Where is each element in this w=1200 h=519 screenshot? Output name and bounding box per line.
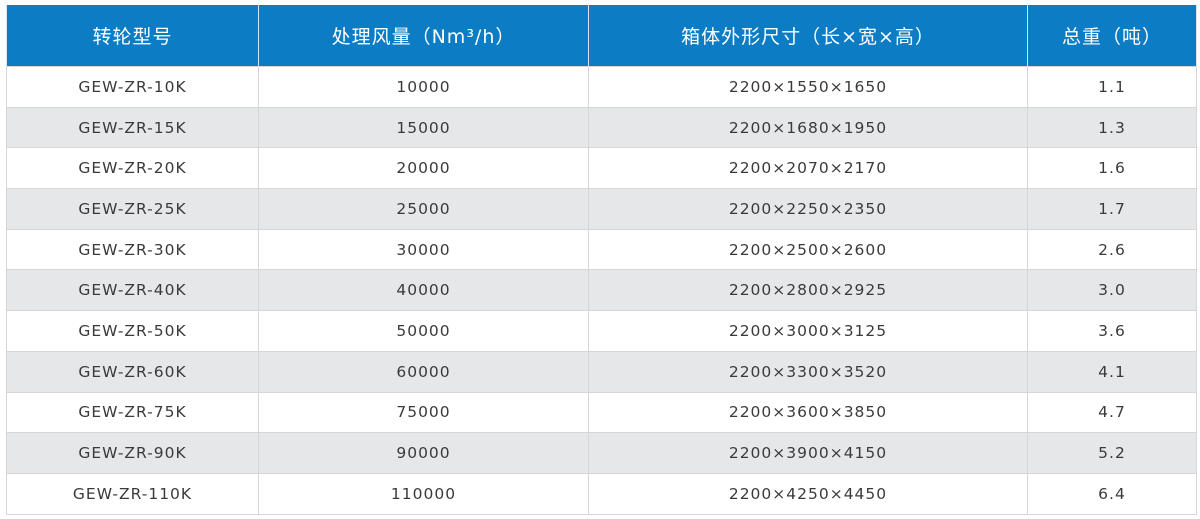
cell-airflow: 50000: [258, 310, 589, 352]
table-row: GEW-ZR-20K 20000 2200×2070×2170 1.6: [6, 147, 1197, 190]
cell-dimensions: 2200×3900×4150: [588, 432, 1028, 474]
cell-airflow: 60000: [258, 350, 589, 393]
cell-model: GEW-ZR-20K: [6, 147, 259, 190]
cell-weight: 4.1: [1027, 350, 1197, 393]
table-row: GEW-ZR-60K 60000 2200×3300×3520 4.1: [6, 350, 1197, 393]
cell-airflow: 25000: [258, 188, 589, 230]
table-row: GEW-ZR-75K 75000 2200×3600×3850 4.7: [6, 391, 1197, 434]
cell-airflow: 15000: [258, 106, 589, 149]
cell-model: GEW-ZR-60K: [6, 350, 259, 393]
cell-dimensions: 2200×1680×1950: [588, 106, 1028, 149]
header-model: 转轮型号: [6, 5, 259, 67]
cell-dimensions: 2200×1550×1650: [588, 66, 1028, 108]
header-weight: 总重（吨）: [1027, 5, 1197, 67]
cell-model: GEW-ZR-110K: [6, 472, 259, 515]
header-airflow: 处理风量（Nm³/h）: [258, 5, 589, 67]
cell-dimensions: 2200×3300×3520: [588, 350, 1028, 393]
spec-table: 转轮型号 处理风量（Nm³/h） 箱体外形尺寸（长×宽×高） 总重（吨） GEW…: [6, 5, 1197, 515]
cell-model: GEW-ZR-50K: [6, 310, 259, 352]
cell-airflow: 20000: [258, 147, 589, 190]
cell-weight: 5.2: [1027, 432, 1197, 474]
cell-dimensions: 2200×3600×3850: [588, 391, 1028, 434]
cell-dimensions: 2200×3000×3125: [588, 310, 1028, 352]
header-row: 转轮型号 处理风量（Nm³/h） 箱体外形尺寸（长×宽×高） 总重（吨）: [6, 5, 1197, 67]
cell-model: GEW-ZR-15K: [6, 106, 259, 149]
cell-dimensions: 2200×2250×2350: [588, 188, 1028, 230]
cell-airflow: 10000: [258, 66, 589, 108]
cell-weight: 1.6: [1027, 147, 1197, 190]
cell-weight: 2.6: [1027, 228, 1197, 271]
cell-weight: 6.4: [1027, 472, 1197, 515]
cell-model: GEW-ZR-30K: [6, 228, 259, 271]
cell-dimensions: 2200×4250×4450: [588, 472, 1028, 515]
table-row: GEW-ZR-50K 50000 2200×3000×3125 3.6: [6, 310, 1197, 352]
header-dimensions: 箱体外形尺寸（长×宽×高）: [588, 5, 1028, 67]
cell-airflow: 30000: [258, 228, 589, 271]
cell-airflow: 75000: [258, 391, 589, 434]
cell-weight: 1.1: [1027, 66, 1197, 108]
cell-dimensions: 2200×2070×2170: [588, 147, 1028, 190]
cell-weight: 3.0: [1027, 269, 1197, 312]
cell-weight: 1.7: [1027, 188, 1197, 230]
table-row: GEW-ZR-40K 40000 2200×2800×2925 3.0: [6, 269, 1197, 312]
table-row: GEW-ZR-15K 15000 2200×1680×1950 1.3: [6, 106, 1197, 149]
cell-airflow: 110000: [258, 472, 589, 515]
table-row: GEW-ZR-110K 110000 2200×4250×4450 6.4: [6, 472, 1197, 515]
table-row: GEW-ZR-90K 90000 2200×3900×4150 5.2: [6, 432, 1197, 474]
cell-model: GEW-ZR-90K: [6, 432, 259, 474]
cell-weight: 3.6: [1027, 310, 1197, 352]
table-row: GEW-ZR-30K 30000 2200×2500×2600 2.6: [6, 228, 1197, 271]
cell-model: GEW-ZR-10K: [6, 66, 259, 108]
cell-airflow: 90000: [258, 432, 589, 474]
cell-dimensions: 2200×2500×2600: [588, 228, 1028, 271]
cell-model: GEW-ZR-25K: [6, 188, 259, 230]
table-row: GEW-ZR-10K 10000 2200×1550×1650 1.1: [6, 66, 1197, 108]
cell-weight: 4.7: [1027, 391, 1197, 434]
table-row: GEW-ZR-25K 25000 2200×2250×2350 1.7: [6, 188, 1197, 230]
cell-dimensions: 2200×2800×2925: [588, 269, 1028, 312]
cell-model: GEW-ZR-40K: [6, 269, 259, 312]
cell-airflow: 40000: [258, 269, 589, 312]
cell-model: GEW-ZR-75K: [6, 391, 259, 434]
cell-weight: 1.3: [1027, 106, 1197, 149]
